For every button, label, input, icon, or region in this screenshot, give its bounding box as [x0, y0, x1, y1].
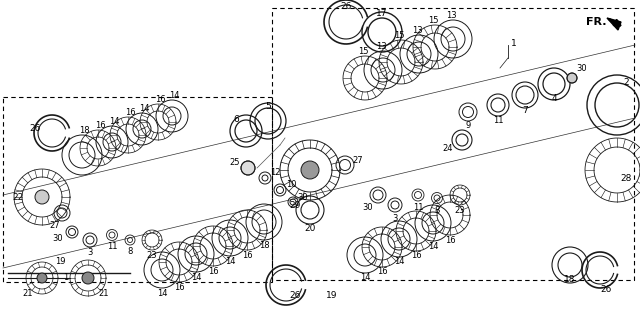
Text: 18: 18	[259, 241, 269, 250]
Bar	[272, 8, 634, 280]
Text: 3: 3	[392, 213, 397, 222]
Text: 11: 11	[107, 242, 117, 251]
Text: 19: 19	[55, 258, 65, 267]
Text: 30: 30	[298, 193, 308, 202]
Text: 16: 16	[95, 121, 106, 130]
Text: 14: 14	[360, 274, 371, 283]
Text: 16: 16	[377, 268, 387, 276]
Text: 21: 21	[99, 289, 109, 298]
Text: 30: 30	[52, 234, 63, 243]
Text: 2: 2	[623, 77, 629, 86]
Circle shape	[35, 190, 49, 204]
Text: 26: 26	[29, 124, 41, 132]
Text: 16: 16	[208, 267, 218, 276]
Text: 13: 13	[376, 42, 387, 51]
Text: 3: 3	[87, 247, 93, 257]
Text: 16: 16	[411, 252, 421, 260]
Text: 26: 26	[289, 292, 301, 300]
Text: 15: 15	[428, 15, 438, 25]
Text: 13: 13	[412, 26, 422, 35]
Circle shape	[82, 272, 94, 284]
Text: 23: 23	[147, 251, 157, 260]
Text: 7: 7	[522, 106, 528, 115]
Circle shape	[37, 273, 47, 283]
Text: 12: 12	[269, 167, 280, 177]
Text: 24: 24	[443, 143, 453, 153]
Bar	[3, 97, 272, 282]
Text: 16: 16	[125, 108, 135, 116]
Text: 14: 14	[394, 258, 404, 267]
Text: 13: 13	[445, 11, 456, 20]
Text: 15: 15	[358, 46, 368, 55]
Text: 22: 22	[12, 193, 24, 202]
Text: 11: 11	[493, 116, 503, 124]
Circle shape	[301, 161, 319, 179]
Text: 6: 6	[233, 115, 239, 124]
Polygon shape	[607, 18, 621, 30]
Text: 18: 18	[564, 276, 576, 284]
Text: 26: 26	[600, 285, 612, 294]
Text: 21: 21	[23, 289, 33, 298]
Text: 17: 17	[376, 9, 388, 18]
Text: 5: 5	[265, 101, 271, 110]
Text: 23: 23	[454, 205, 465, 214]
Text: 26: 26	[340, 2, 352, 11]
Text: 19: 19	[326, 291, 338, 300]
Text: 8: 8	[435, 205, 440, 214]
Text: 16: 16	[173, 283, 184, 292]
Text: 14: 14	[139, 103, 149, 113]
Circle shape	[567, 73, 577, 83]
Text: 4: 4	[551, 93, 557, 102]
Text: 14: 14	[428, 242, 438, 251]
Text: 27: 27	[50, 220, 60, 229]
Text: 30: 30	[363, 203, 373, 212]
Text: 29: 29	[289, 201, 301, 210]
Text: 14: 14	[157, 289, 167, 298]
Text: 25: 25	[230, 157, 240, 166]
Text: 14: 14	[169, 91, 179, 100]
Text: 10: 10	[285, 180, 296, 188]
Text: 14: 14	[109, 116, 119, 125]
Text: 9: 9	[465, 121, 470, 130]
Text: FR.: FR.	[586, 17, 606, 27]
Text: 8: 8	[127, 246, 132, 255]
Text: 20: 20	[304, 223, 316, 233]
Text: 16: 16	[445, 236, 455, 244]
Text: 15: 15	[394, 30, 404, 39]
Text: 28: 28	[620, 173, 632, 182]
Text: 16: 16	[155, 94, 165, 103]
Text: 11: 11	[413, 203, 423, 212]
Text: 16: 16	[242, 251, 252, 260]
Text: 1: 1	[63, 274, 68, 283]
Text: 18: 18	[79, 125, 90, 134]
Text: 14: 14	[225, 257, 236, 266]
Text: 1: 1	[511, 38, 517, 47]
Text: 30: 30	[577, 63, 588, 73]
Text: 27: 27	[353, 156, 364, 164]
Text: 14: 14	[191, 273, 201, 282]
Circle shape	[241, 161, 255, 175]
